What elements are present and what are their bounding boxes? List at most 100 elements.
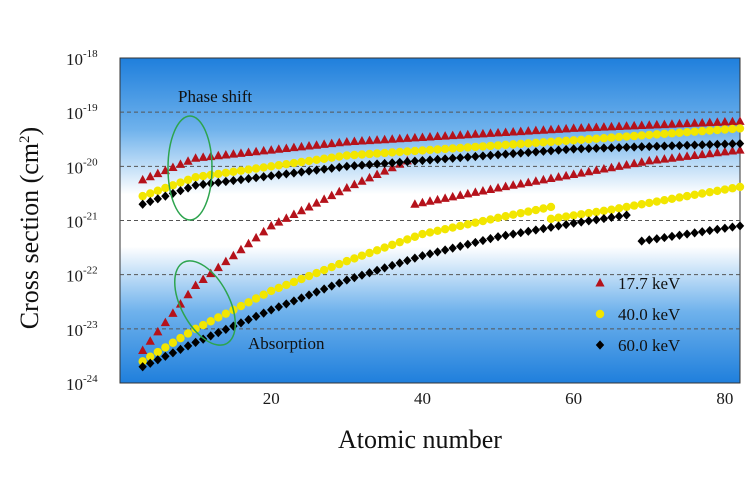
absorption-data-point xyxy=(433,226,442,235)
phase-data-point xyxy=(402,133,412,142)
absorption-data-point xyxy=(569,218,578,228)
absorption-data-point xyxy=(191,337,200,347)
absorption-data-point xyxy=(335,259,344,269)
absorption-data-point xyxy=(387,260,397,271)
absorption-data-point xyxy=(705,187,714,197)
absorption-data-point xyxy=(319,194,329,203)
phase-data-point xyxy=(659,119,669,129)
phase-data-point xyxy=(349,136,359,146)
absorption-data-point xyxy=(168,348,178,358)
absorption-data-point xyxy=(713,186,722,196)
phase-data-point xyxy=(728,124,737,134)
absorption-data-point xyxy=(644,155,654,165)
phase-data-point xyxy=(410,156,420,166)
absorption-data-point xyxy=(296,205,307,215)
absorption-data-point xyxy=(652,234,662,244)
absorption-data-point xyxy=(493,232,503,242)
absorption-data-point xyxy=(418,229,427,239)
phase-data-point xyxy=(629,131,639,141)
absorption-data-point xyxy=(342,275,352,285)
phase-data-point xyxy=(138,199,147,209)
absorption-data-point xyxy=(206,268,216,278)
phase-data-point xyxy=(508,149,518,159)
phase-data-point xyxy=(214,169,223,179)
absorption-data-point xyxy=(486,234,495,244)
absorption-data-point xyxy=(327,281,336,291)
phase-data-point xyxy=(561,136,571,146)
phase-data-point xyxy=(599,133,609,143)
absorption-data-point xyxy=(667,231,677,241)
absorption-data-point xyxy=(168,308,178,317)
phase-data-point xyxy=(274,161,283,170)
absorption-data-point xyxy=(417,197,428,207)
absorption-data-point xyxy=(191,324,200,334)
phase-data-point xyxy=(501,149,510,159)
phase-data-point xyxy=(304,166,314,176)
phase-data-point xyxy=(274,144,284,153)
absorption-data-point xyxy=(138,362,147,372)
absorption-data-point xyxy=(161,351,170,361)
phase-data-point xyxy=(584,135,593,144)
legend-label: 40.0 keV xyxy=(618,305,681,324)
absorption-data-point xyxy=(690,228,699,238)
absorption-data-point xyxy=(735,221,745,231)
phase-data-point xyxy=(637,142,646,152)
phase-data-point xyxy=(705,126,714,135)
phase-data-point xyxy=(138,174,148,184)
absorption-data-point xyxy=(456,221,465,231)
phase-data-point xyxy=(342,136,352,146)
absorption-data-point xyxy=(153,326,163,336)
phase-data-point xyxy=(546,146,556,156)
absorption-data-point xyxy=(538,174,549,184)
absorption-data-point xyxy=(267,305,276,315)
absorption-data-point xyxy=(304,271,314,281)
phase-data-point xyxy=(350,150,359,160)
phase-data-point xyxy=(455,130,465,139)
legend-marker xyxy=(595,278,605,287)
absorption-data-point xyxy=(501,212,510,221)
phase-data-point xyxy=(735,116,745,125)
absorption-data-point xyxy=(470,187,480,196)
phase-data-point xyxy=(289,168,299,178)
phase-data-point xyxy=(629,142,639,152)
phase-data-point xyxy=(395,157,404,167)
phase-data-point xyxy=(395,133,405,143)
absorption-data-point xyxy=(697,227,707,237)
absorption-data-point xyxy=(304,290,314,300)
y-tick-label: 10-22 xyxy=(66,265,98,286)
absorption-data-point xyxy=(697,149,707,159)
absorption-data-point xyxy=(614,204,624,213)
absorption-data-point xyxy=(705,225,714,236)
absorption-data-point xyxy=(553,172,564,181)
absorption-data-point xyxy=(221,324,231,334)
absorption-data-point xyxy=(282,299,291,309)
phase-data-point xyxy=(682,140,692,150)
phase-data-point xyxy=(697,117,707,127)
absorption-data-point xyxy=(554,221,563,231)
phase-data-point xyxy=(281,143,291,152)
absorption-data-point xyxy=(259,290,268,299)
phase-data-point xyxy=(478,151,488,161)
legend: 17.7 keV 40.0 keV 60.0 keV xyxy=(595,274,681,355)
absorption-data-point xyxy=(236,318,246,328)
absorption-data-point xyxy=(554,213,563,222)
absorption-data-point xyxy=(712,147,722,157)
absorption-data-point xyxy=(569,169,579,178)
absorption-data-point xyxy=(720,223,730,233)
phase-data-point xyxy=(357,136,367,145)
absorption-data-point xyxy=(546,202,556,212)
grid-lines xyxy=(120,111,740,330)
phase-data-point xyxy=(501,127,511,136)
phase-data-point xyxy=(175,159,186,168)
phase-data-point xyxy=(335,162,344,172)
phase-data-point xyxy=(516,126,526,136)
absorption-data-point xyxy=(629,201,639,210)
absorption-data-point xyxy=(539,204,548,213)
phase-data-point xyxy=(629,120,639,130)
phase-data-point xyxy=(667,129,677,138)
absorption-data-point xyxy=(387,240,397,250)
absorption-data-point xyxy=(660,232,669,243)
absorption-data-point xyxy=(569,211,578,220)
absorption-data-point xyxy=(599,213,609,224)
